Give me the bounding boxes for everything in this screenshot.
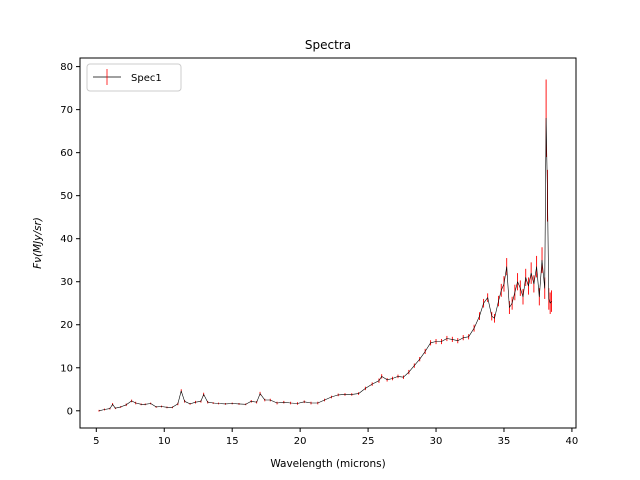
legend-box: [86, 63, 182, 92]
x-axis-label: Wavelength (microns): [270, 458, 385, 470]
legend-label-spec1: Spec1: [131, 73, 162, 84]
series-line: [98, 117, 552, 412]
y-tick-label: 30: [60, 277, 73, 288]
chart-title: Spectra: [305, 38, 351, 52]
plot-area: [98, 79, 552, 412]
y-tick-label: 60: [60, 148, 73, 159]
x-tick-label: 15: [226, 436, 239, 447]
y-tick-label: 20: [60, 320, 73, 331]
y-tick-label: 10: [60, 363, 73, 374]
y-tick-label: 50: [60, 191, 73, 202]
y-axis: 0 10 20 30 40 50 60 70 80: [60, 62, 80, 417]
x-tick-label: 5: [93, 436, 99, 447]
y-tick-label: 40: [60, 234, 73, 245]
x-tick-label: 35: [498, 436, 511, 447]
x-tick-label: 30: [430, 436, 443, 447]
y-tick-label: 0: [67, 406, 73, 417]
legend: Spec1: [86, 63, 182, 92]
x-tick-label: 20: [294, 436, 307, 447]
x-tick-label: 40: [566, 436, 579, 447]
x-axis: 5 10 15 20 25 30 35 40: [93, 428, 578, 447]
plot-frame: [79, 57, 577, 429]
y-axis-label: Fν(MJy/sr): [32, 217, 44, 269]
x-tick-label: 10: [158, 436, 171, 447]
y-tick-label: 70: [60, 105, 73, 116]
y-tick-label: 80: [60, 62, 73, 73]
x-tick-label: 25: [362, 436, 375, 447]
